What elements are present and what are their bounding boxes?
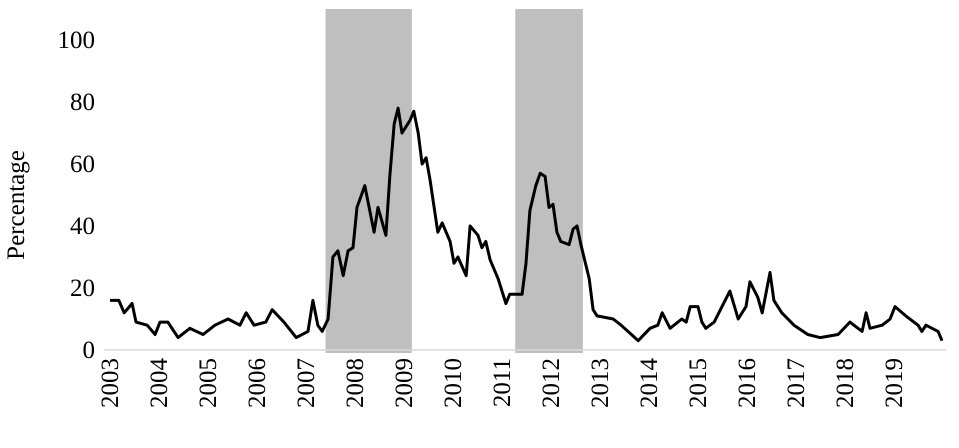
x-tick-label: 2007: [293, 358, 320, 408]
x-tick-label: 2017: [783, 358, 810, 408]
y-axis-label: Percentage: [3, 150, 30, 260]
y-tick-label: 0: [83, 337, 96, 364]
shaded-period: [515, 9, 583, 353]
x-tick-label: 2008: [342, 358, 369, 408]
y-tick-label: 40: [70, 213, 95, 240]
x-tick-label: 2006: [244, 358, 271, 408]
y-tick-label: 100: [58, 27, 96, 54]
x-tick-label: 2013: [587, 358, 614, 408]
x-tick-label: 2004: [146, 358, 173, 409]
y-tick-label: 60: [70, 151, 95, 178]
line: [110, 106, 944, 343]
x-tick-label: 2014: [636, 358, 663, 409]
x-tick-label: 2011: [489, 358, 516, 407]
x-tick-label: 2003: [97, 358, 124, 408]
x-tick-label: 2012: [538, 358, 565, 408]
x-tick-label: 2016: [734, 358, 761, 408]
x-tick-label: 2005: [195, 358, 222, 408]
x-tick-label: 2018: [832, 358, 859, 408]
x-tick-label: 2019: [881, 358, 908, 408]
y-tick-label: 20: [70, 275, 95, 302]
shaded-period: [325, 9, 412, 353]
x-tick-label: 2009: [391, 358, 418, 408]
y-tick-label: 80: [70, 89, 95, 116]
x-tick-label: 2010: [440, 358, 467, 408]
x-tick-label: 2015: [685, 358, 712, 408]
